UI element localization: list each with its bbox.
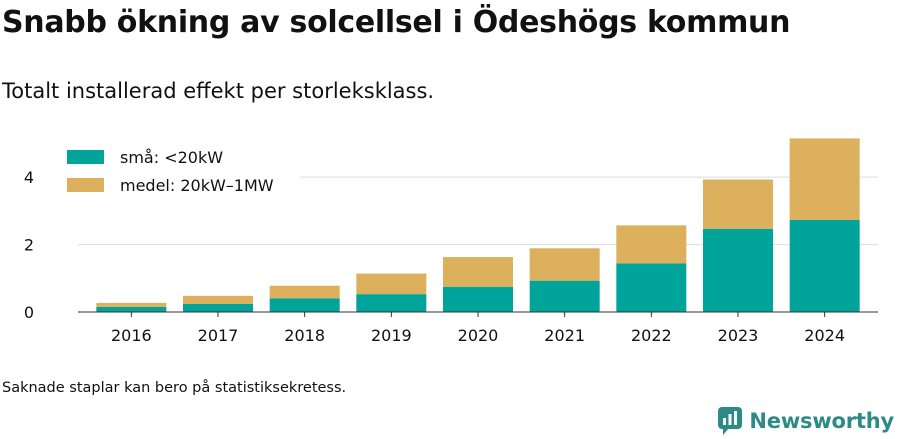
bar-medium (183, 295, 253, 304)
bar-small (703, 228, 773, 312)
x-tick-label: 2020 (458, 326, 499, 345)
legend: små: <20kW medel: 20kW–1MW (60, 144, 300, 202)
x-tick-label: 2021 (544, 326, 585, 345)
bar-small (269, 298, 340, 312)
x-tick-label: 2018 (284, 326, 325, 345)
x-tick-label: 2016 (111, 326, 152, 345)
x-tick-label: 2023 (718, 326, 759, 345)
bar-medium (269, 285, 340, 299)
y-tick-label: 2 (24, 236, 34, 255)
bar-medium (616, 225, 687, 264)
footnote: Saknade staplar kan bero på statistiksek… (2, 380, 347, 396)
bar-medium (443, 257, 513, 287)
bar-medium (96, 302, 167, 307)
legend-swatch-medium (67, 178, 104, 192)
bar-medium (529, 248, 600, 281)
legend-swatch-small (67, 150, 104, 164)
newsworthy-logo-icon (718, 407, 743, 435)
stacked-bar-chart: 0 2 4 2016 2017 2018 2019 2020 2021 2022 2023 2024… (24, 138, 878, 345)
x-tick-label: 2022 (631, 326, 672, 345)
y-axis: 0 2 4 (24, 168, 34, 322)
bar-small (183, 303, 253, 312)
chart-subtitle: Totalt installerad effekt per storlekskl… (2, 79, 435, 103)
bar-small (616, 263, 687, 312)
bar-small (789, 219, 860, 312)
y-tick-label: 0 (24, 303, 34, 322)
legend-label: medel: 20kW–1MW (120, 176, 274, 195)
bar-small (529, 280, 600, 312)
x-tick-label: 2024 (804, 326, 845, 345)
x-tick-label: 2017 (198, 326, 239, 345)
x-axis: 2016 2017 2018 2019 2020 2021 2022 2023 2024 (111, 312, 845, 345)
y-tick-label: 4 (24, 168, 34, 187)
bar-medium (703, 179, 773, 229)
bar-medium (789, 138, 860, 220)
bar-small (356, 294, 427, 312)
bar-small (96, 306, 167, 312)
brand-name: Newsworthy (749, 409, 894, 433)
chart-title: Snabb ökning av solcellsel i Ödeshögs ko… (2, 5, 791, 40)
legend-label: små: <20kW (120, 148, 223, 167)
x-tick-label: 2019 (371, 326, 412, 345)
bar-small (443, 286, 513, 312)
brand[interactable]: Newsworthy (717, 406, 894, 436)
bars (96, 138, 860, 312)
bar-medium (356, 273, 427, 295)
